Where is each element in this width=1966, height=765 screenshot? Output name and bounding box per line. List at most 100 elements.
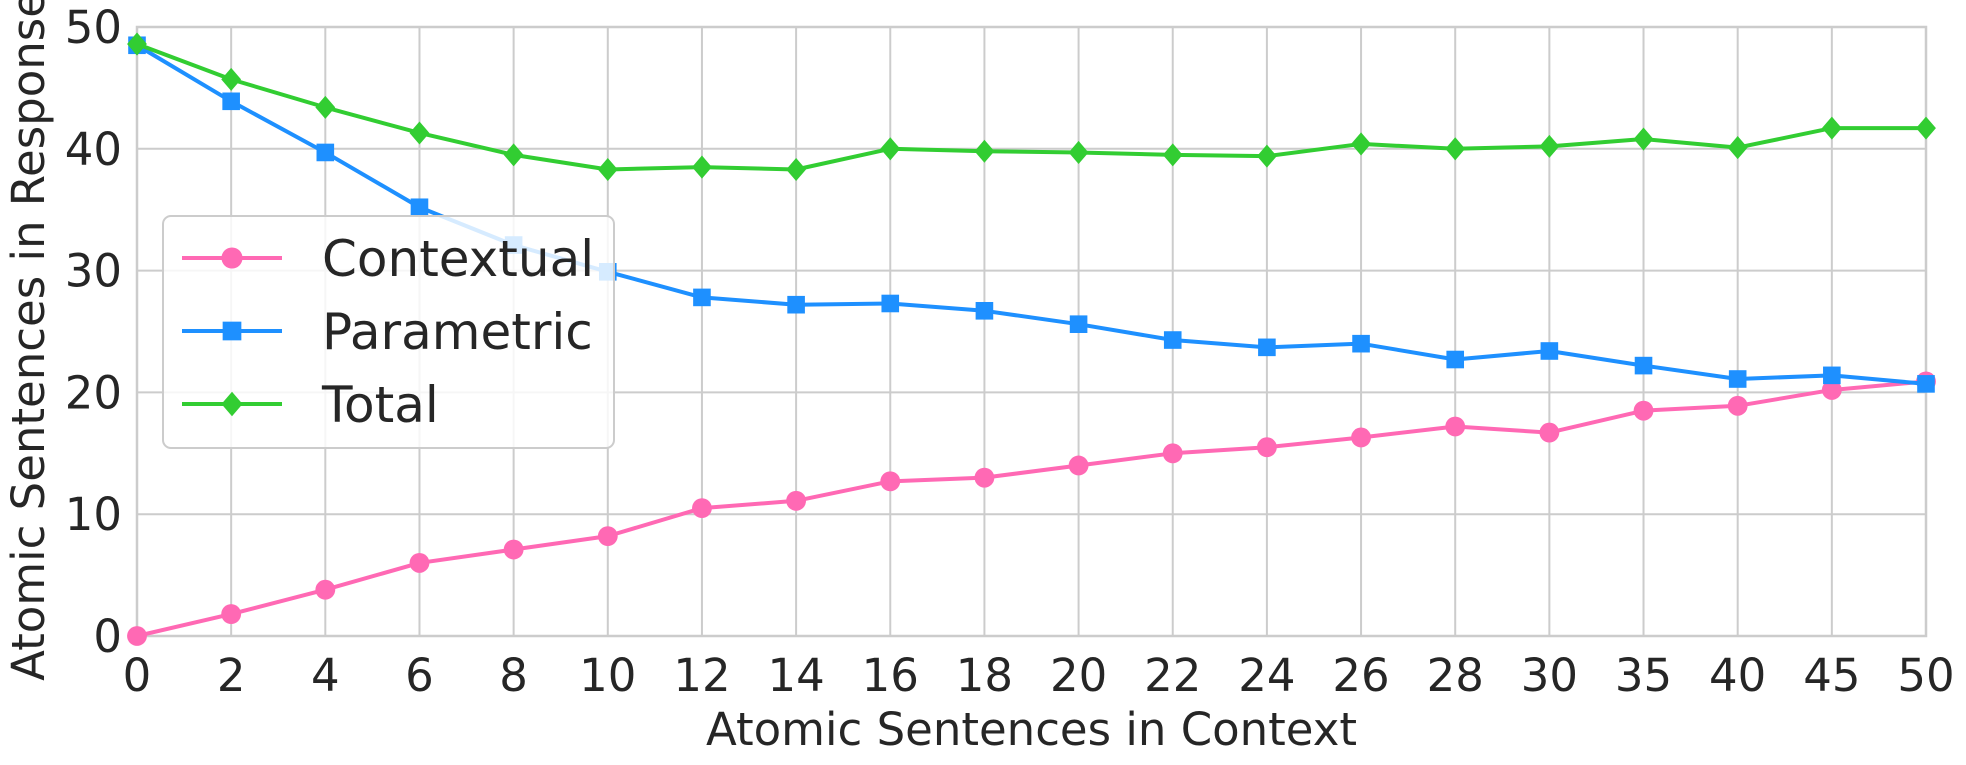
data-point: [786, 490, 807, 511]
parametric-line: [135, 43, 1927, 386]
data-point: [692, 498, 712, 519]
x-tick-label: 20: [1050, 649, 1107, 702]
data-point: [1446, 350, 1465, 369]
data-point: [1917, 375, 1935, 393]
data-point: [974, 139, 995, 163]
data-point: [221, 391, 243, 417]
data-point: [503, 539, 524, 560]
data-point: [1162, 143, 1183, 167]
data-point: [1162, 443, 1183, 464]
data-point: [1351, 132, 1371, 156]
data-point: [1068, 455, 1089, 476]
x-tick-label: 35: [1615, 649, 1672, 702]
data-point: [880, 471, 901, 492]
data-point: [597, 157, 618, 182]
data-point: [127, 32, 147, 56]
x-tick-label: 16: [862, 649, 919, 702]
contextual-legend-label: Contextual: [322, 230, 594, 288]
data-point: [1258, 338, 1276, 357]
data-point: [1727, 136, 1748, 160]
data-point: [222, 321, 242, 341]
y-tick-label: 10: [65, 488, 122, 541]
y-tick-label: 0: [93, 610, 122, 663]
x-tick-label: 18: [956, 649, 1013, 702]
x-tick-label: 14: [767, 649, 824, 702]
data-point: [1633, 400, 1654, 421]
data-point: [880, 137, 901, 161]
data-point: [1068, 140, 1089, 164]
x-tick-label: 22: [1144, 649, 1201, 702]
data-point: [1256, 437, 1277, 458]
data-point: [127, 626, 147, 646]
total-series: [127, 32, 1936, 182]
data-point: [1728, 370, 1747, 388]
x-tick-label: 6: [405, 649, 434, 702]
data-point: [1539, 134, 1560, 158]
y-tick-label: 40: [65, 123, 122, 176]
data-point: [221, 67, 242, 91]
data-point: [1821, 116, 1842, 140]
y-axis-label: Atomic Sentences in Response: [2, 0, 55, 681]
x-tick-label: 4: [311, 649, 340, 702]
total-legend-label: Total: [321, 376, 439, 434]
x-tick-label: 8: [499, 649, 528, 702]
y-tick-label: 50: [65, 1, 122, 54]
x-tick-label: 40: [1709, 649, 1766, 702]
data-point: [1916, 116, 1936, 140]
series-layer: [127, 32, 1936, 646]
data-point: [975, 301, 994, 320]
data-point: [597, 526, 618, 547]
parametric-legend-label: Parametric: [322, 303, 593, 361]
total-line: [136, 42, 1926, 172]
data-point: [315, 95, 336, 119]
plot-area: [135, 25, 1928, 638]
data-point: [1727, 395, 1748, 416]
data-point: [1633, 127, 1654, 151]
x-tick-label: 24: [1238, 649, 1295, 702]
x-tick-label: 45: [1803, 649, 1860, 702]
y-tick-label: 30: [65, 245, 122, 298]
data-point: [410, 198, 429, 217]
data-point: [1351, 427, 1371, 448]
legend: Contextual Parametric Total: [162, 215, 615, 449]
data-point: [1539, 422, 1560, 443]
grid-lines: [136, 26, 1927, 637]
x-tick-label: 30: [1521, 649, 1578, 702]
data-point: [221, 604, 242, 624]
y-tick-label: 20: [65, 366, 122, 419]
data-point: [409, 121, 430, 145]
data-point: [787, 295, 805, 314]
data-point: [1256, 144, 1277, 168]
data-point: [786, 157, 807, 182]
data-point: [316, 143, 335, 162]
data-point: [1823, 366, 1841, 385]
y-tick-labels: 0 10 20 30 40 50: [65, 1, 122, 663]
data-point: [1634, 356, 1653, 375]
data-point: [315, 579, 336, 600]
x-tick-label: 0: [123, 649, 152, 702]
x-tick-label: 26: [1332, 649, 1389, 702]
data-point: [1821, 380, 1842, 400]
data-point: [503, 143, 524, 167]
legend-box: [162, 215, 615, 449]
x-tick-label: 28: [1427, 649, 1484, 702]
data-point: [881, 294, 900, 313]
x-tick-label: 2: [217, 649, 246, 702]
contextual-line: [136, 379, 1927, 638]
data-point: [1352, 334, 1370, 353]
data-point: [693, 288, 711, 307]
data-point: [1445, 137, 1466, 161]
data-point: [1163, 331, 1182, 349]
data-point: [222, 92, 240, 111]
data-point: [1540, 342, 1559, 360]
data-point: [409, 553, 430, 573]
data-point: [1445, 416, 1466, 437]
x-tick-label: 50: [1897, 649, 1954, 702]
data-point: [1069, 315, 1088, 333]
data-point: [974, 467, 995, 488]
x-tick-label: 10: [579, 649, 636, 702]
x-tick-label: 12: [673, 649, 730, 702]
data-point: [221, 247, 243, 269]
data-point: [692, 155, 712, 179]
